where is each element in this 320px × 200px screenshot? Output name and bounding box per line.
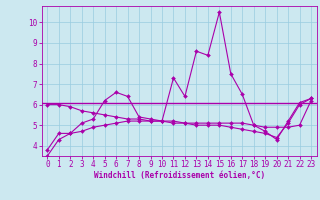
X-axis label: Windchill (Refroidissement éolien,°C): Windchill (Refroidissement éolien,°C) — [94, 171, 265, 180]
